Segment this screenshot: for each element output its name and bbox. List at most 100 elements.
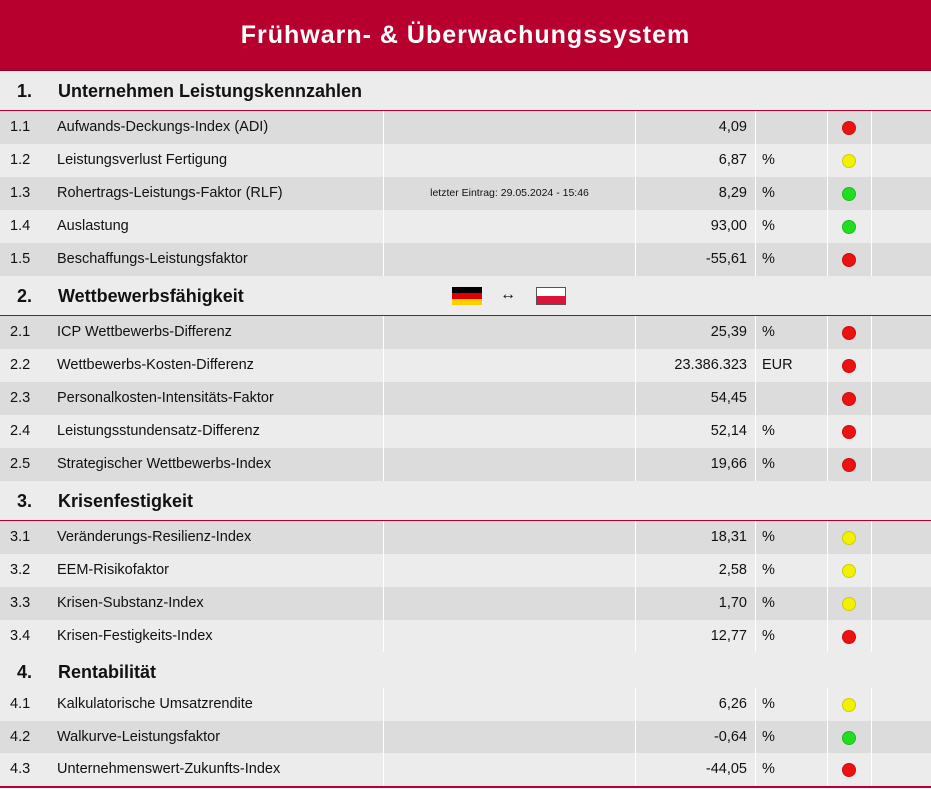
table-row[interactable]: 3.1 Veränderungs-Resilienz-Index 18,31 % [0, 521, 931, 554]
row-number: 1.5 [10, 251, 31, 267]
empty-cell [872, 688, 931, 721]
table-row[interactable]: 2.1 ICP Wettbewerbs-Differenz 25,39 % [0, 316, 931, 349]
row-number: 3.3 [10, 595, 31, 611]
row-value: 93,00 [636, 210, 756, 243]
row-value: 19,66 [636, 448, 756, 481]
row-unit: % [756, 144, 828, 177]
row-number: 1.4 [10, 218, 31, 234]
row-value: 4,09 [636, 111, 756, 144]
row-label: Kalkulatorische Umsatzrendite [48, 688, 384, 721]
bottom-divider [0, 786, 931, 788]
row-note [384, 753, 636, 786]
last-entry-note: letzter Eintrag: 29.05.2024 - 15:46 [384, 177, 636, 210]
row-note [384, 620, 636, 653]
row-label: Strategischer Wettbewerbs-Index [48, 448, 384, 481]
status-cell [828, 316, 872, 349]
row-unit: % [756, 243, 828, 276]
table-row[interactable]: 1.4 Auslastung 93,00 % [0, 210, 931, 243]
left-right-arrow-icon: ↔ [500, 286, 516, 303]
germany-flag-icon [452, 287, 482, 305]
row-unit: EUR [756, 349, 828, 382]
row-note [384, 316, 636, 349]
status-light-icon [842, 731, 856, 745]
row-label: Aufwands-Deckungs-Index (ADI) [48, 111, 384, 144]
empty-cell [872, 243, 931, 276]
row-label: Rohertrags-Leistungs-Faktor (RLF) [48, 177, 384, 210]
row-label: Wettbewerbs-Kosten-Differenz [48, 349, 384, 382]
row-label: Veränderungs-Resilienz-Index [48, 521, 384, 554]
row-unit: % [756, 721, 828, 754]
table-row[interactable]: 1.2 Leistungsverlust Fertigung 6,87 % [0, 144, 931, 177]
status-light-icon [842, 121, 856, 135]
status-cell [828, 382, 872, 415]
section-header: 3. Krisenfestigkeit [0, 481, 931, 521]
row-unit: % [756, 587, 828, 620]
status-cell [828, 587, 872, 620]
row-value: 8,29 [636, 177, 756, 210]
section-header: 1. Unternehmen Leistungskennzahlen [0, 71, 931, 111]
row-value: -0,64 [636, 721, 756, 754]
row-label: Krisen-Festigkeits-Index [48, 620, 384, 653]
section-number: 4. [17, 662, 33, 682]
row-unit: % [756, 316, 828, 349]
table-row[interactable]: 4.3 Unternehmenswert-Zukunfts-Index -44,… [0, 753, 931, 786]
status-cell [828, 521, 872, 554]
table-row[interactable]: 1.3 Rohertrags-Leistungs-Faktor (RLF) le… [0, 177, 931, 210]
section-number: 2. [17, 286, 33, 306]
status-light-icon [842, 253, 856, 267]
row-label: Leistungsstundensatz-Differenz [48, 415, 384, 448]
empty-cell [872, 415, 931, 448]
status-cell [828, 620, 872, 653]
row-number: 2.4 [10, 423, 31, 439]
table-row[interactable]: 1.5 Beschaffungs-Leistungsfaktor -55,61 … [0, 243, 931, 276]
row-number: 2.1 [10, 324, 31, 340]
table-row[interactable]: 2.2 Wettbewerbs-Kosten-Differenz 23.386.… [0, 349, 931, 382]
table-row[interactable]: 3.2 EEM-Risikofaktor 2,58 % [0, 554, 931, 587]
row-label: ICP Wettbewerbs-Differenz [48, 316, 384, 349]
row-number: 1.2 [10, 152, 31, 168]
row-value: 6,26 [636, 688, 756, 721]
row-unit: % [756, 521, 828, 554]
table-row[interactable]: 2.3 Personalkosten-Intensitäts-Faktor 54… [0, 382, 931, 415]
page-title: Frühwarn- & Überwachungssystem [0, 0, 931, 71]
status-light-icon [842, 630, 856, 644]
row-number: 2.5 [10, 456, 31, 472]
row-value: -55,61 [636, 243, 756, 276]
row-note [384, 587, 636, 620]
table-row[interactable]: 2.5 Strategischer Wettbewerbs-Index 19,6… [0, 448, 931, 481]
empty-cell [872, 111, 931, 144]
row-unit: % [756, 688, 828, 721]
status-light-icon [842, 220, 856, 234]
row-number: 4.2 [10, 729, 31, 745]
status-light-icon [842, 392, 856, 406]
row-note [384, 521, 636, 554]
row-label: Unternehmenswert-Zukunfts-Index [48, 753, 384, 786]
status-cell [828, 688, 872, 721]
table-row[interactable]: 4.1 Kalkulatorische Umsatzrendite 6,26 % [0, 688, 931, 721]
row-number: 2.3 [10, 390, 31, 406]
status-cell [828, 415, 872, 448]
row-label: Auslastung [48, 210, 384, 243]
row-number: 3.2 [10, 562, 31, 578]
row-value: 6,87 [636, 144, 756, 177]
section-number: 3. [17, 491, 33, 511]
table-row[interactable]: 1.1 Aufwands-Deckungs-Index (ADI) 4,09 [0, 111, 931, 144]
row-number: 1.1 [10, 119, 31, 135]
section-title: Unternehmen Leistungskennzahlen [58, 81, 363, 101]
status-cell [828, 554, 872, 587]
section-header: 4. Rentabilität [0, 652, 931, 692]
status-light-icon [842, 359, 856, 373]
row-value: 2,58 [636, 554, 756, 587]
table-row[interactable]: 4.2 Walkurve-Leistungsfaktor -0,64 % [0, 721, 931, 754]
table-row[interactable]: 3.3 Krisen-Substanz-Index 1,70 % [0, 587, 931, 620]
table-row[interactable]: 3.4 Krisen-Festigkeits-Index 12,77 % [0, 620, 931, 653]
row-unit: % [756, 753, 828, 786]
table-row[interactable]: 2.4 Leistungsstundensatz-Differenz 52,14… [0, 415, 931, 448]
status-cell [828, 753, 872, 786]
status-light-icon [842, 187, 856, 201]
empty-cell [872, 144, 931, 177]
status-cell [828, 349, 872, 382]
empty-cell [872, 753, 931, 786]
row-unit: % [756, 620, 828, 653]
row-number: 3.4 [10, 628, 31, 644]
